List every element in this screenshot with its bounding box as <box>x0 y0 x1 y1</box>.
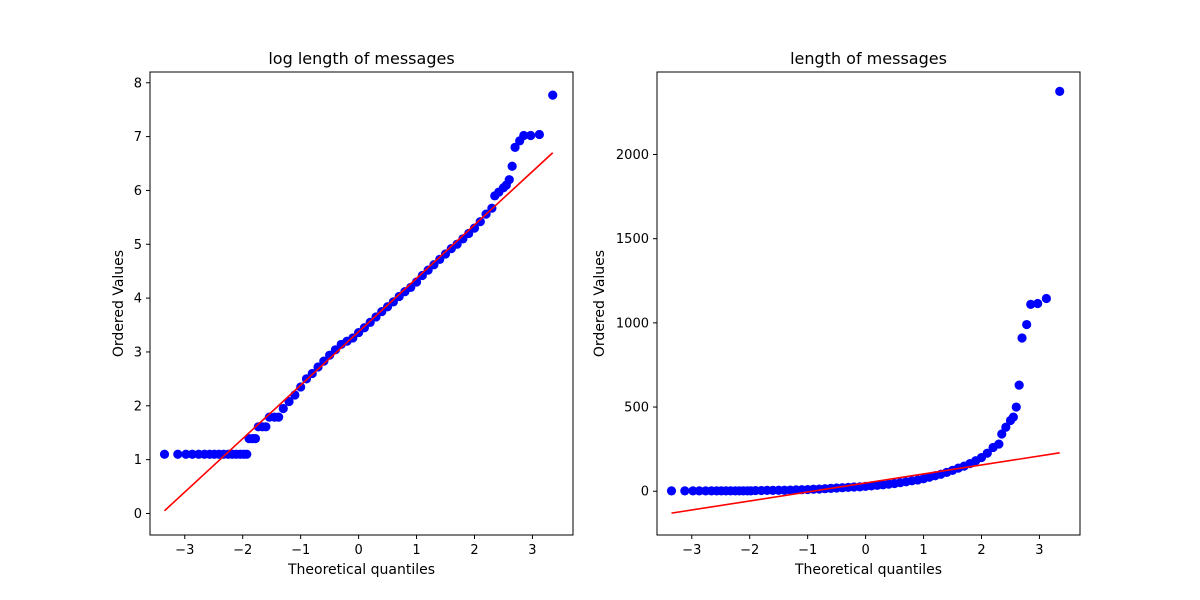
left-x-tick-label: −2 <box>233 543 252 558</box>
left-data-point <box>319 356 329 366</box>
right-data-point <box>1017 333 1027 343</box>
right-data-point <box>982 448 992 458</box>
left-data-point <box>173 449 183 459</box>
right-data-point <box>666 486 677 496</box>
right-y-tick-label: 0 <box>641 485 649 500</box>
right-data-point <box>688 486 698 496</box>
left-data-point <box>296 382 306 392</box>
left-data-point <box>250 434 261 444</box>
right-x-tick-label: 2 <box>977 543 985 558</box>
left-chart-title: log length of messages <box>268 49 454 68</box>
left-y-tick-label: 8 <box>134 76 142 91</box>
left-data-point <box>534 129 544 140</box>
right-data-point <box>1026 299 1036 309</box>
left-x-tick-label: −3 <box>175 543 194 558</box>
right-y-tick-label: 500 <box>624 401 649 416</box>
left-plot-axes: −3 −2 −1 0 1 2 3 0 1 2 3 4 5 6 7 8 <box>134 71 574 558</box>
left-axes-frame <box>149 71 574 536</box>
right-data-point <box>694 486 704 496</box>
left-data-point <box>526 130 536 141</box>
left-data-point <box>284 396 294 407</box>
right-data-point <box>1055 86 1065 96</box>
right-data-point <box>1033 298 1043 309</box>
left-plot-series <box>159 90 558 512</box>
left-y-tick-label: 6 <box>134 184 142 199</box>
left-data-point <box>290 390 300 400</box>
right-plot-axes: −3 −2 −1 0 1 2 3 0 500 1000 1500 2000 <box>616 71 1081 558</box>
left-fit-line <box>163 152 554 512</box>
left-data-point <box>181 449 191 459</box>
right-data-point <box>1041 293 1051 304</box>
left-data-point <box>469 223 480 233</box>
left-data-point <box>274 412 284 422</box>
right-x-tick-label: −3 <box>682 543 701 558</box>
right-plot-series <box>666 86 1065 514</box>
right-chart-title: length of messages <box>790 49 947 68</box>
left-data-point <box>507 161 517 171</box>
right-x-tick-label: 0 <box>861 543 869 558</box>
left-data-point <box>261 422 271 432</box>
right-x-tick-label: 1 <box>919 543 927 558</box>
left-y-tick-label: 5 <box>134 238 142 253</box>
left-y-axis-label: Ordered Values <box>111 250 127 357</box>
left-y-tick-label: 0 <box>134 507 142 522</box>
right-fit-line <box>671 452 1060 514</box>
right-data-point <box>1014 380 1024 390</box>
left-y-tick-label: 4 <box>134 292 142 307</box>
right-x-tick-label: −2 <box>740 543 759 558</box>
left-data-point <box>548 90 558 100</box>
right-qq-plot: length of messages −3 −2 −1 0 1 2 3 0 500 1000 150… <box>592 49 1081 578</box>
left-data-point <box>519 130 529 141</box>
right-data-point <box>997 429 1007 439</box>
left-data-point <box>187 449 197 459</box>
left-data-point <box>313 362 323 372</box>
left-data-point <box>435 254 445 264</box>
right-y-tick-label: 1000 <box>616 316 649 331</box>
left-data-point <box>504 175 514 185</box>
right-x-tick-label: −1 <box>798 543 817 558</box>
left-x-tick-label: 1 <box>412 543 420 558</box>
left-x-tick-label: 0 <box>354 543 362 558</box>
left-data-point <box>278 403 288 414</box>
right-data-point <box>1008 412 1018 422</box>
left-data-point <box>325 350 335 360</box>
right-x-axis-label: Theoretical quantiles <box>794 562 942 578</box>
left-data-point <box>429 260 439 270</box>
right-data-point <box>994 439 1004 449</box>
left-x-tick-label: 3 <box>528 543 536 558</box>
left-y-tick-label: 7 <box>134 130 142 145</box>
left-x-tick-label: 2 <box>470 543 478 558</box>
left-data-point <box>242 449 252 459</box>
left-qq-plot: log length of messages −3 −2 −1 0 1 2 3 0 1 2 3 4 5 6… <box>111 49 574 578</box>
left-y-tick-label: 2 <box>134 399 142 414</box>
right-data-point <box>1011 402 1021 412</box>
left-x-tick-label: −1 <box>291 543 310 558</box>
left-data-point <box>388 297 398 307</box>
left-data-point <box>475 217 485 227</box>
right-data-point <box>680 486 690 496</box>
left-data-point <box>440 249 451 259</box>
right-y-tick-label: 2000 <box>616 148 649 163</box>
left-data-point <box>464 228 474 239</box>
right-y-axis-label: Ordered Values <box>592 250 608 357</box>
left-data-point <box>423 265 433 275</box>
left-data-point <box>417 270 427 281</box>
right-y-tick-label: 1500 <box>616 232 649 247</box>
left-y-tick-label: 3 <box>134 345 142 360</box>
right-data-point <box>1001 422 1011 432</box>
right-x-tick-label: 3 <box>1035 543 1043 558</box>
left-data-point <box>159 449 170 459</box>
right-axes-frame <box>656 71 1081 536</box>
left-y-tick-label: 1 <box>134 453 142 468</box>
left-data-point <box>359 323 369 333</box>
left-data-point <box>458 234 468 244</box>
left-data-point <box>510 142 520 152</box>
right-data-point <box>1022 319 1032 330</box>
left-x-axis-label: Theoretical quantiles <box>287 562 435 578</box>
